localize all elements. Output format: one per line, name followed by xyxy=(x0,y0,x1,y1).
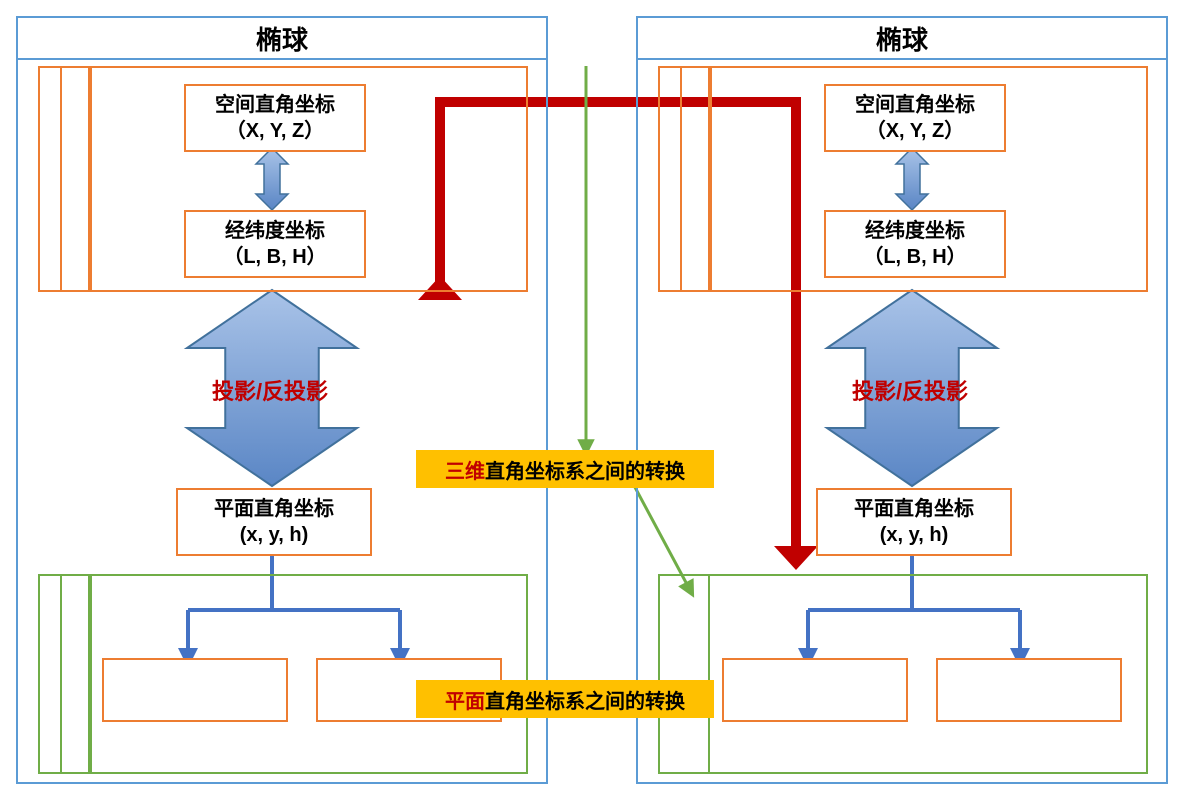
label: 平面直角坐标 xyxy=(854,496,974,522)
right-node-xyz: 空间直角坐标（X, Y, Z） xyxy=(824,84,1006,152)
left-header: 椭球 xyxy=(16,16,548,60)
right-bottom-box-1 xyxy=(722,658,908,722)
label: 经纬度坐标 xyxy=(865,218,965,244)
left-node-lbh: 经纬度坐标（L, B, H） xyxy=(184,210,366,278)
label: （X, Y, Z） xyxy=(866,118,965,144)
label: (x, y, h) xyxy=(240,522,309,548)
right-bottom-box-2 xyxy=(936,658,1122,722)
badge-3d-transform: 三维直角坐标系之间的转换 xyxy=(416,450,714,488)
right-node-xyh: 平面直角坐标(x, y, h) xyxy=(816,488,1012,556)
label: 经纬度坐标 xyxy=(225,218,325,244)
right-projection-label: 投影/反投影 xyxy=(830,374,990,406)
right-header: 椭球 xyxy=(636,16,1168,60)
badge-rest: 直角坐标系之间的转换 xyxy=(485,685,685,714)
label: 平面直角坐标 xyxy=(214,496,334,522)
label: 空间直角坐标 xyxy=(215,92,335,118)
badge-red: 三维 xyxy=(445,455,485,484)
left-node-xyz: 空间直角坐标（X, Y, Z） xyxy=(184,84,366,152)
left-bottom-box-1 xyxy=(102,658,288,722)
label: 空间直角坐标 xyxy=(855,92,975,118)
left-header-text: 椭球 xyxy=(256,20,308,57)
right-node-lbh: 经纬度坐标（L, B, H） xyxy=(824,210,1006,278)
label: （L, B, H） xyxy=(223,244,326,270)
badge-red: 平面 xyxy=(445,685,485,714)
label: （X, Y, Z） xyxy=(226,118,325,144)
label: （L, B, H） xyxy=(863,244,966,270)
right-header-text: 椭球 xyxy=(876,20,928,57)
badge-rest: 直角坐标系之间的转换 xyxy=(485,455,685,484)
left-projection-label: 投影/反投影 xyxy=(190,374,350,406)
left-node-xyh: 平面直角坐标(x, y, h) xyxy=(176,488,372,556)
badge-plane-transform: 平面直角坐标系之间的转换 xyxy=(416,680,714,718)
label: (x, y, h) xyxy=(880,522,949,548)
